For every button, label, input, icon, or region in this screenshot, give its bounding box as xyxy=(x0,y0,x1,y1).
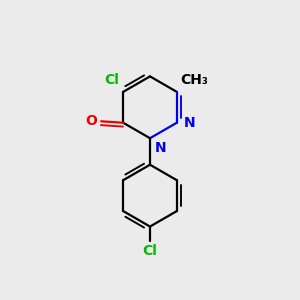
Text: N: N xyxy=(154,141,166,154)
Text: O: O xyxy=(86,114,98,128)
Text: CH₃: CH₃ xyxy=(180,73,208,86)
Text: N: N xyxy=(183,116,195,130)
Text: Cl: Cl xyxy=(142,244,158,258)
Text: Cl: Cl xyxy=(104,73,119,86)
